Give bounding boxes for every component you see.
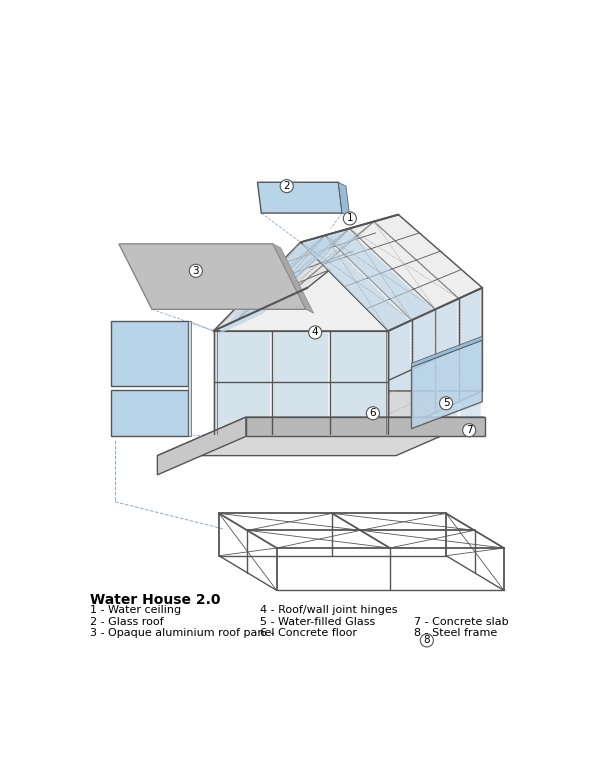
Text: 6 - Concrete floor: 6 - Concrete floor — [260, 628, 357, 638]
Text: 1 - Water ceiling: 1 - Water ceiling — [91, 605, 181, 615]
Polygon shape — [157, 417, 485, 455]
Circle shape — [463, 423, 476, 437]
Polygon shape — [326, 230, 434, 322]
Polygon shape — [412, 337, 482, 367]
Text: 4: 4 — [312, 327, 319, 337]
Text: 3: 3 — [193, 266, 199, 276]
Polygon shape — [308, 215, 482, 287]
Text: 8 - Steel frame: 8 - Steel frame — [414, 628, 497, 638]
Text: 4 - Roof/wall joint hinges: 4 - Roof/wall joint hinges — [260, 605, 397, 615]
Text: 2: 2 — [283, 181, 290, 191]
Text: 2 - Glass roof: 2 - Glass roof — [91, 616, 164, 626]
Text: 5: 5 — [443, 398, 449, 408]
Text: 8: 8 — [424, 636, 430, 645]
Circle shape — [308, 326, 322, 339]
Text: 7: 7 — [466, 425, 473, 435]
Polygon shape — [111, 390, 188, 437]
Polygon shape — [332, 333, 386, 432]
Text: 7 - Concrete slab: 7 - Concrete slab — [414, 616, 508, 626]
Polygon shape — [388, 287, 482, 434]
Polygon shape — [157, 417, 246, 475]
Text: 6: 6 — [370, 408, 376, 419]
Circle shape — [367, 407, 379, 420]
Polygon shape — [308, 287, 482, 391]
Polygon shape — [257, 182, 342, 213]
Polygon shape — [214, 331, 388, 434]
Text: Water House 2.0: Water House 2.0 — [91, 593, 221, 607]
Polygon shape — [390, 322, 410, 433]
Circle shape — [421, 634, 433, 647]
Polygon shape — [188, 321, 191, 437]
Polygon shape — [302, 237, 410, 333]
Polygon shape — [437, 300, 457, 433]
Circle shape — [343, 212, 356, 225]
Circle shape — [190, 264, 202, 277]
Circle shape — [280, 180, 293, 193]
Polygon shape — [273, 244, 314, 313]
Polygon shape — [460, 289, 481, 433]
Polygon shape — [217, 233, 344, 335]
Polygon shape — [338, 182, 350, 217]
Polygon shape — [412, 340, 482, 429]
Text: 3 - Opaque aluminium roof panel: 3 - Opaque aluminium roof panel — [91, 628, 275, 638]
Polygon shape — [214, 391, 482, 434]
Text: 1: 1 — [347, 213, 353, 223]
Polygon shape — [111, 321, 188, 387]
Polygon shape — [119, 244, 306, 309]
Polygon shape — [214, 215, 398, 331]
Polygon shape — [274, 333, 328, 432]
Text: 5 - Water-filled Glass: 5 - Water-filled Glass — [260, 616, 375, 626]
Polygon shape — [301, 215, 482, 331]
Polygon shape — [214, 242, 388, 331]
Circle shape — [440, 397, 452, 410]
Polygon shape — [246, 417, 485, 437]
Polygon shape — [413, 311, 434, 433]
Polygon shape — [216, 333, 269, 432]
